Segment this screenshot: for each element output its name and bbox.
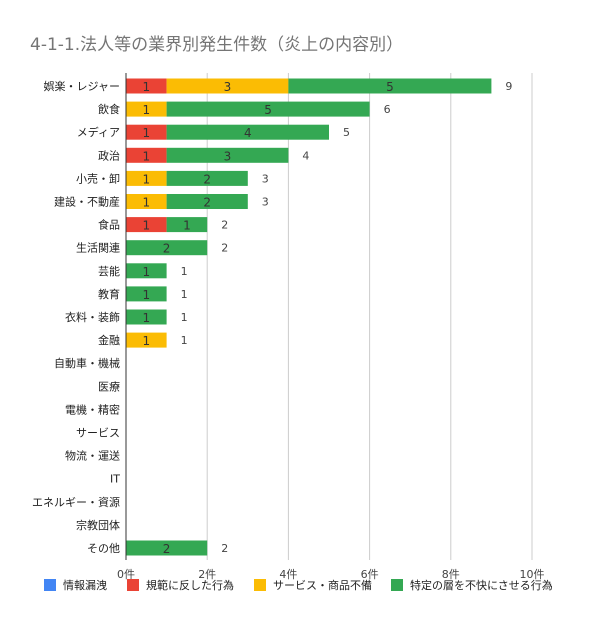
data-label: 4: [244, 126, 252, 140]
bar-segment: [166, 124, 329, 140]
data-label: 1: [142, 311, 150, 325]
bar-segment: [126, 78, 167, 94]
bar-segment: [288, 78, 492, 94]
x-tick-label: 2件: [198, 568, 216, 581]
y-tick-label: 自動車・機械: [54, 356, 120, 370]
data-label: 1: [142, 103, 150, 117]
x-tick-label: 8件: [442, 568, 460, 581]
bar-segment: [126, 124, 167, 140]
data-label: 3: [224, 149, 232, 163]
bar-segment: [126, 240, 208, 256]
x-tick-label: 0件: [117, 568, 135, 581]
data-label: 1: [142, 219, 150, 233]
bar-segment: [126, 194, 167, 209]
y-tick-label: メディア: [77, 125, 120, 139]
y-tick-label: 小売・卸: [76, 171, 120, 185]
y-tick-label: その他: [87, 542, 120, 555]
bar-segment: [126, 101, 167, 117]
y-tick-label: 建設・不動産: [54, 195, 120, 209]
bar-segment: [166, 147, 289, 163]
data-label: 1: [142, 196, 150, 210]
y-tick-label: サービス: [76, 427, 120, 440]
y-tick-label: 娯楽・レジャー: [44, 79, 120, 93]
data-label: 1: [142, 149, 150, 163]
y-tick-label: 政治: [98, 148, 120, 162]
total-label: 2: [221, 219, 228, 232]
data-label: 2: [203, 172, 211, 186]
data-label: 3: [224, 80, 232, 94]
bar-segment: [126, 170, 167, 186]
legend-swatch: [254, 579, 266, 591]
bar-segment: [126, 309, 167, 325]
bar-segment: [126, 217, 167, 233]
y-tick-label: 食品: [98, 218, 120, 232]
data-label: 5: [264, 103, 272, 117]
total-label: 1: [181, 311, 188, 324]
y-tick-label: 医療: [98, 379, 120, 393]
data-label: 1: [142, 172, 150, 186]
y-tick-label: IT: [110, 473, 120, 486]
x-tick-label: 10件: [520, 568, 545, 581]
total-label: 2: [221, 242, 228, 255]
total-label: 6: [384, 103, 391, 116]
data-label: 1: [142, 334, 150, 348]
y-tick-label: 芸能: [98, 264, 120, 278]
legend-swatch: [127, 579, 139, 591]
bar-segment: [126, 332, 167, 348]
bar-segment: [166, 78, 289, 94]
data-label: 2: [163, 542, 171, 556]
bar-segment: [126, 540, 208, 556]
y-tick-label: 教育: [98, 287, 120, 301]
total-label: 2: [221, 542, 228, 555]
legend-label: 特定の層を不快にさせる行為: [410, 578, 553, 592]
bar-segment: [166, 217, 208, 233]
y-tick-label: 衣料・装飾: [65, 310, 120, 324]
legend-label: サービス・商品不備: [273, 578, 372, 592]
total-label: 5: [343, 126, 350, 139]
data-label: 1: [142, 265, 150, 279]
total-label: 9: [505, 80, 512, 93]
data-label: 2: [163, 242, 171, 256]
y-tick-label: 宗教団体: [76, 518, 120, 532]
bar-segment: [166, 194, 248, 209]
data-label: 1: [142, 126, 150, 140]
y-tick-label: 生活関連: [76, 241, 120, 255]
data-label: 1: [142, 288, 150, 302]
total-label: 1: [181, 265, 188, 278]
legend-label: 情報漏洩: [63, 578, 107, 592]
bar-segment: [166, 170, 248, 186]
legend-label: 規範に反した行為: [146, 578, 234, 592]
total-label: 3: [262, 172, 269, 185]
total-label: 1: [181, 334, 188, 347]
bar-segment: [126, 147, 167, 163]
y-tick-label: 電機・精密: [65, 402, 120, 416]
total-label: 3: [262, 196, 269, 209]
bar-segment: [166, 101, 370, 117]
y-tick-label: 飲食: [98, 102, 120, 116]
data-label: 1: [142, 80, 150, 94]
bar-segment: [126, 286, 167, 302]
data-label: 1: [183, 219, 191, 233]
x-tick-label: 4件: [279, 568, 297, 581]
chart-title: 4-1-1.法人等の業界別発生件数（炎上の内容別）: [30, 35, 404, 55]
y-tick-label: 金融: [98, 333, 120, 347]
x-tick-label: 6件: [361, 568, 379, 581]
total-label: 1: [181, 288, 188, 301]
bar-segment: [126, 263, 167, 279]
data-label: 2: [203, 196, 211, 210]
legend-swatch: [44, 579, 56, 591]
total-label: 4: [302, 149, 309, 162]
data-label: 5: [386, 80, 394, 94]
y-tick-label: エネルギー・資源: [32, 495, 120, 509]
y-tick-label: 物流・運送: [65, 449, 120, 463]
legend-swatch: [391, 579, 403, 591]
